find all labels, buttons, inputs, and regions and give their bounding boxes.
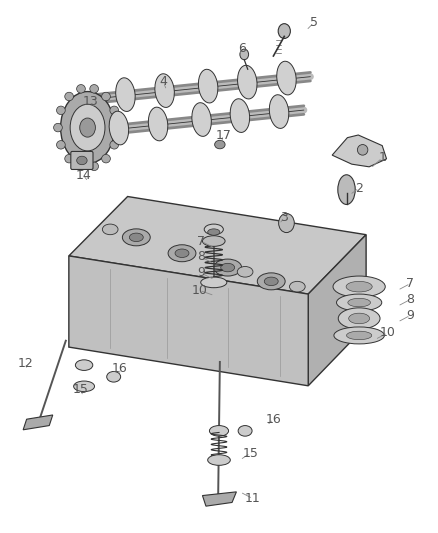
Ellipse shape — [237, 266, 253, 277]
Text: 8: 8 — [197, 251, 205, 263]
Text: 16: 16 — [265, 413, 281, 426]
Ellipse shape — [346, 331, 372, 340]
Ellipse shape — [269, 95, 289, 128]
Polygon shape — [332, 135, 387, 167]
Text: 3: 3 — [280, 211, 288, 224]
Ellipse shape — [336, 294, 382, 311]
Ellipse shape — [264, 277, 278, 286]
Ellipse shape — [201, 277, 227, 288]
Ellipse shape — [53, 123, 62, 132]
Ellipse shape — [116, 78, 135, 111]
Ellipse shape — [90, 85, 99, 93]
Ellipse shape — [202, 236, 225, 246]
Polygon shape — [308, 235, 366, 386]
Ellipse shape — [110, 141, 119, 149]
Ellipse shape — [346, 281, 372, 292]
Ellipse shape — [148, 107, 168, 141]
Polygon shape — [202, 492, 237, 506]
Ellipse shape — [348, 298, 371, 307]
Ellipse shape — [110, 106, 119, 115]
Ellipse shape — [77, 156, 87, 165]
Text: 9: 9 — [197, 266, 205, 279]
Ellipse shape — [237, 65, 257, 99]
Ellipse shape — [60, 92, 115, 164]
Ellipse shape — [90, 162, 99, 171]
Ellipse shape — [204, 224, 223, 235]
Ellipse shape — [349, 313, 370, 324]
Ellipse shape — [109, 111, 129, 145]
Ellipse shape — [77, 85, 85, 93]
Text: 15: 15 — [242, 447, 258, 459]
Text: 14: 14 — [75, 169, 91, 182]
Ellipse shape — [129, 233, 143, 241]
Ellipse shape — [278, 23, 290, 38]
Text: 7: 7 — [197, 235, 205, 247]
Ellipse shape — [57, 106, 65, 115]
Ellipse shape — [102, 224, 118, 235]
FancyBboxPatch shape — [71, 151, 93, 169]
Ellipse shape — [230, 99, 250, 132]
Polygon shape — [69, 256, 308, 386]
Ellipse shape — [113, 123, 121, 132]
Ellipse shape — [208, 455, 230, 465]
Text: 10: 10 — [191, 284, 207, 297]
Ellipse shape — [338, 308, 380, 329]
Text: 8: 8 — [406, 293, 414, 306]
Ellipse shape — [70, 104, 105, 151]
Polygon shape — [69, 197, 366, 294]
Text: 6: 6 — [238, 42, 246, 54]
Ellipse shape — [290, 281, 305, 292]
Ellipse shape — [107, 372, 120, 382]
Text: 9: 9 — [406, 309, 414, 322]
Ellipse shape — [214, 259, 242, 276]
Ellipse shape — [102, 155, 110, 163]
Ellipse shape — [80, 118, 95, 137]
Polygon shape — [23, 415, 53, 430]
Ellipse shape — [279, 214, 294, 232]
Text: 7: 7 — [406, 277, 414, 290]
Ellipse shape — [238, 425, 252, 436]
Text: 10: 10 — [380, 326, 396, 340]
Text: 15: 15 — [73, 383, 88, 396]
Ellipse shape — [65, 92, 74, 101]
Ellipse shape — [208, 229, 220, 235]
Text: 13: 13 — [83, 94, 99, 108]
Ellipse shape — [277, 61, 296, 95]
Ellipse shape — [209, 425, 229, 436]
Ellipse shape — [338, 175, 355, 205]
Ellipse shape — [175, 249, 189, 257]
Ellipse shape — [357, 144, 368, 155]
Ellipse shape — [333, 276, 385, 297]
Text: 11: 11 — [245, 492, 261, 505]
Ellipse shape — [155, 74, 174, 108]
Ellipse shape — [65, 155, 74, 163]
Ellipse shape — [334, 327, 385, 344]
Ellipse shape — [122, 229, 150, 246]
Ellipse shape — [57, 141, 65, 149]
Text: 16: 16 — [112, 362, 127, 375]
Ellipse shape — [257, 273, 285, 290]
Ellipse shape — [75, 360, 93, 370]
Text: 12: 12 — [18, 357, 33, 369]
Ellipse shape — [77, 162, 85, 171]
Text: 17: 17 — [215, 128, 231, 141]
Ellipse shape — [74, 381, 95, 392]
Ellipse shape — [192, 103, 211, 136]
Ellipse shape — [215, 140, 225, 149]
Ellipse shape — [198, 69, 218, 103]
Text: 5: 5 — [310, 16, 318, 29]
Ellipse shape — [221, 263, 235, 272]
Text: 1: 1 — [378, 151, 386, 164]
Text: 4: 4 — [159, 76, 167, 88]
Text: 2: 2 — [355, 182, 363, 195]
Ellipse shape — [240, 49, 249, 60]
Ellipse shape — [102, 92, 110, 101]
Ellipse shape — [168, 245, 196, 262]
